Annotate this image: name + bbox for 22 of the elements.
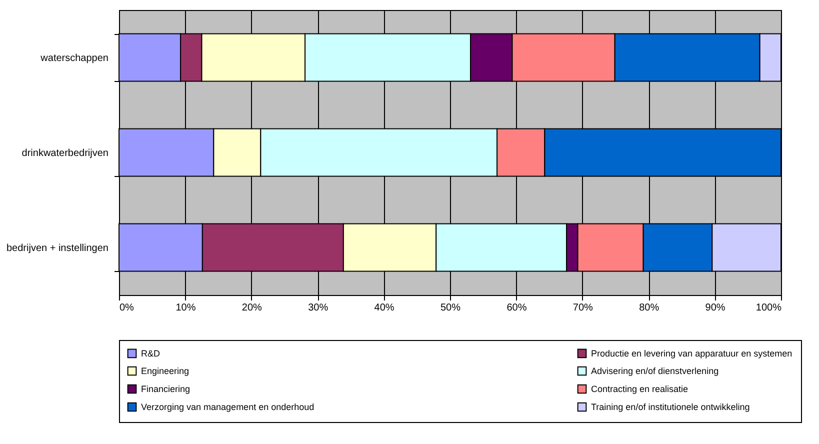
x-tick-label: 30% xyxy=(308,302,328,314)
x-tick-label: 10% xyxy=(176,302,196,314)
y-tick-label: bedrijven + instellingen xyxy=(6,243,108,254)
x-tick-label: 0% xyxy=(120,302,134,314)
x-tick-label: 90% xyxy=(705,302,726,314)
x-tick-label: 70% xyxy=(572,302,594,314)
legend-label: Advisering en/of dienstverlening xyxy=(591,366,719,376)
legend-label: Productie en levering van apparatuur en systemen xyxy=(591,348,792,358)
legend-label: R&D xyxy=(141,348,160,358)
x-tick-label: 60% xyxy=(506,302,527,314)
x-tick-label: 100% xyxy=(756,302,782,314)
legend-label: Contracting en realisatie xyxy=(591,384,688,394)
x-tick-label: 20% xyxy=(242,302,262,314)
x-tick-label: 80% xyxy=(639,302,660,314)
x-tick-label: 50% xyxy=(440,302,461,314)
legend-label: Training en/of institutionele ontwikkeling xyxy=(591,402,750,412)
legend-label: Financiering xyxy=(141,384,190,394)
y-tick-label: drinkwaterbedrijven xyxy=(22,148,108,159)
legend-label: Engineering xyxy=(141,366,190,376)
y-tick-label: waterschappen xyxy=(40,53,108,64)
legend-label: Verzorging van management en onderhoud xyxy=(141,402,314,412)
x-tick-label: 40% xyxy=(374,302,394,314)
